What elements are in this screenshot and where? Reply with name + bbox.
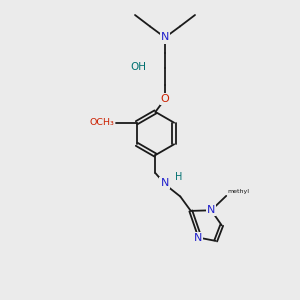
Text: OCH₃: OCH₃ [90, 118, 115, 127]
Text: N: N [161, 32, 169, 43]
Text: OH: OH [130, 61, 147, 72]
Text: N: N [207, 205, 215, 215]
Text: methyl: methyl [227, 189, 249, 194]
Text: O: O [160, 94, 169, 104]
Text: N: N [160, 178, 169, 188]
Text: N: N [194, 233, 202, 243]
Text: H: H [175, 172, 182, 182]
